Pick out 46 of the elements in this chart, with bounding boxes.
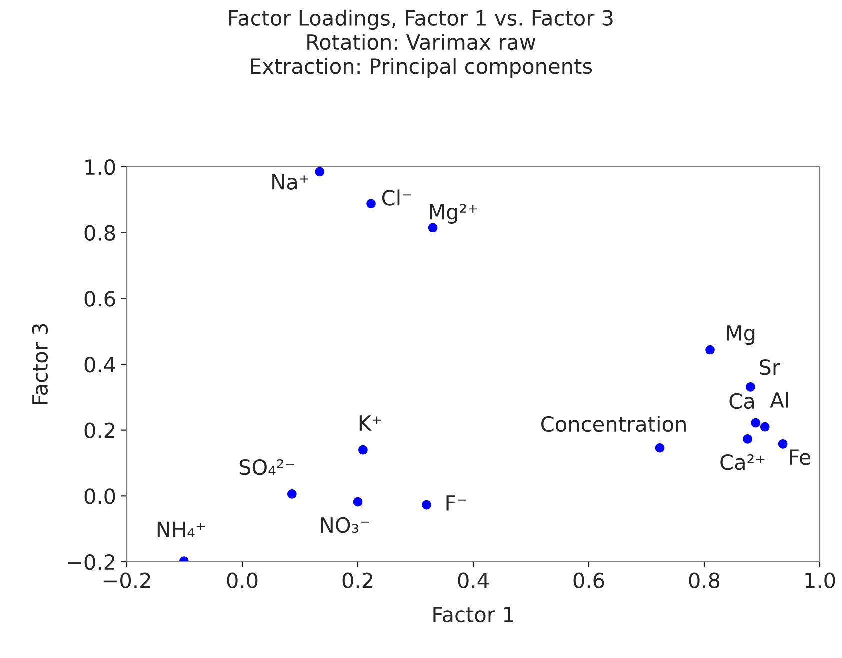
x-tick-label: 0.4: [458, 572, 489, 589]
point: [746, 382, 756, 392]
annotation: Fe: [790, 450, 811, 466]
y-tick-label: −0.2: [68, 554, 114, 570]
annotation: Concentration: [542, 416, 686, 432]
chart-title: Factor Loadings, Factor 1 vs. Factor 3 Rotation: Varimax raw Extraction: Principal components: [230, 10, 613, 78]
point: [366, 199, 376, 209]
point: [743, 434, 752, 444]
y-tick-label: 1.0: [86, 159, 116, 176]
annotation: Cl⁻: [382, 190, 412, 206]
annotation: Mg: [727, 326, 755, 346]
point: [353, 497, 363, 507]
annotation: K⁺: [360, 416, 382, 431]
y-tick-label: 0.0: [84, 488, 116, 504]
annotation: NH₄⁺: [158, 522, 206, 538]
y-tick-label: 0.2: [84, 422, 114, 439]
annotation: Mg²⁺: [430, 204, 478, 224]
x-tick-label: 1.0: [806, 572, 836, 589]
y-tick-label: 0.4: [84, 356, 116, 373]
point: [706, 345, 715, 355]
point: [315, 167, 325, 177]
annotation: F⁻: [446, 496, 466, 511]
x-tick-label: −0.2: [104, 572, 150, 589]
annotation: NO₃⁻: [321, 517, 370, 534]
point: [760, 422, 770, 432]
point: [358, 445, 368, 455]
annotation: Al: [770, 392, 788, 408]
x-tick-label: 0.2: [342, 572, 372, 589]
x-tick-label: 0.8: [689, 572, 720, 589]
annotation: Ca²⁺: [720, 454, 765, 470]
x-tick-label: 0.0: [227, 572, 258, 589]
annotation: Ca: [730, 393, 754, 410]
annotation: SO₄²⁻: [240, 459, 294, 476]
point: [778, 440, 788, 449]
point: [428, 223, 438, 233]
y-tick-label: 0.6: [84, 291, 116, 307]
annotation: Sr: [760, 360, 780, 376]
point: [422, 500, 432, 510]
annotation: Na⁺: [272, 174, 308, 190]
point: [751, 418, 761, 428]
y-axis-title: Factor 3: [32, 324, 48, 404]
point: [288, 490, 297, 499]
x-axis-title: Factor 1: [434, 607, 514, 623]
point: [655, 443, 665, 453]
y-tick-label: 0.8: [84, 225, 116, 242]
x-tick-label: 0.6: [574, 572, 604, 589]
